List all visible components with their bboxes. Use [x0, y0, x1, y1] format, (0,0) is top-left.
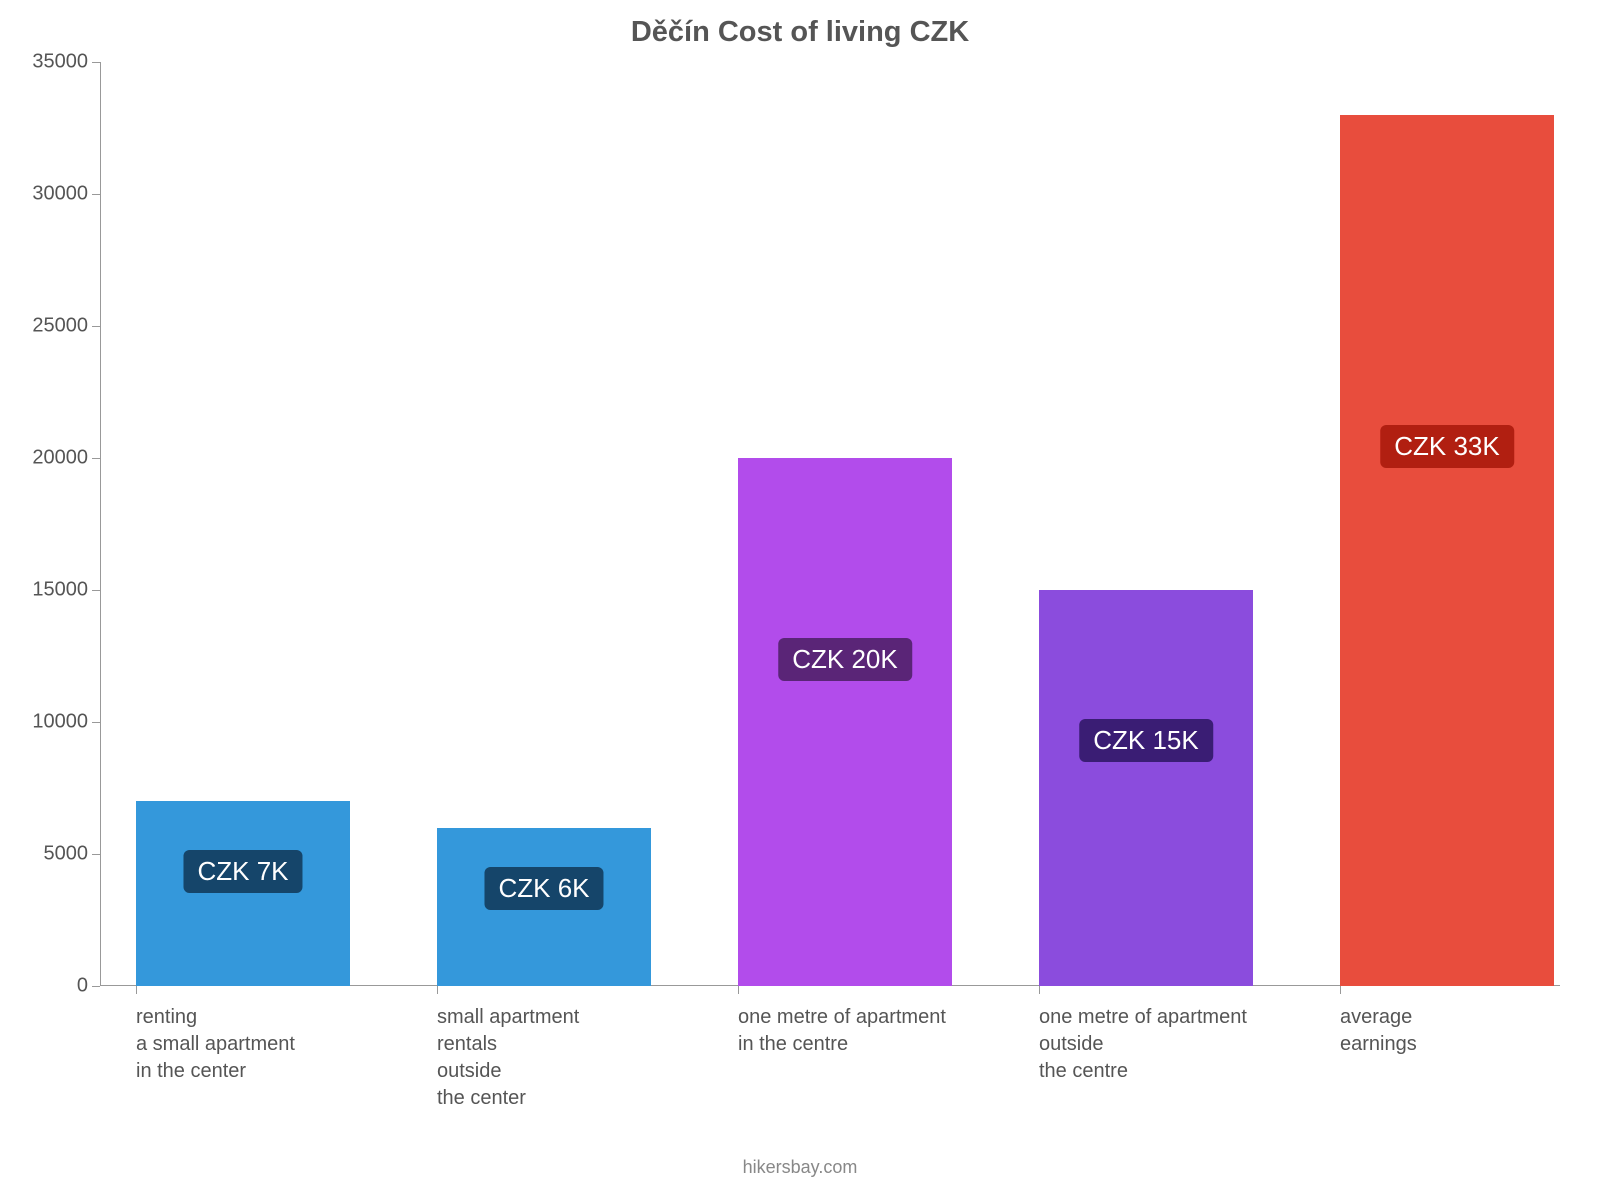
y-tick-label: 30000 — [32, 183, 88, 206]
y-tick-mark — [92, 986, 100, 987]
x-tick-mark — [136, 986, 137, 994]
y-tick-label: 20000 — [32, 447, 88, 470]
cost-of-living-chart: Děčín Cost of living CZK 050001000015000… — [0, 0, 1600, 1200]
value-badge: CZK 15K — [1079, 719, 1213, 762]
value-badge: CZK 20K — [778, 638, 912, 681]
value-badge: CZK 7K — [183, 850, 302, 893]
y-axis-line — [100, 62, 101, 986]
y-tick-mark — [92, 62, 100, 63]
x-tick-mark — [1340, 986, 1341, 994]
bar: CZK 20K — [738, 458, 952, 986]
x-category-label: one metre of apartment outside the centr… — [1039, 1004, 1247, 1085]
x-tick-mark — [1039, 986, 1040, 994]
y-tick-label: 10000 — [32, 711, 88, 734]
x-category-label: one metre of apartment in the centre — [738, 1004, 946, 1058]
bar: CZK 7K — [136, 801, 350, 986]
x-category-label: small apartment rentals outside the cent… — [437, 1004, 579, 1112]
bar: CZK 33K — [1340, 115, 1554, 986]
y-tick-label: 35000 — [32, 51, 88, 74]
x-category-label: renting a small apartment in the center — [136, 1004, 295, 1085]
chart-title: Děčín Cost of living CZK — [0, 16, 1600, 49]
y-tick-mark — [92, 458, 100, 459]
value-badge: CZK 33K — [1380, 425, 1514, 468]
y-tick-mark — [92, 854, 100, 855]
y-tick-mark — [92, 326, 100, 327]
bar: CZK 15K — [1039, 590, 1253, 986]
y-tick-label: 15000 — [32, 579, 88, 602]
x-tick-mark — [437, 986, 438, 994]
value-badge: CZK 6K — [484, 867, 603, 910]
y-tick-mark — [92, 194, 100, 195]
x-tick-mark — [738, 986, 739, 994]
plot-area: 05000100001500020000250003000035000CZK 7… — [100, 62, 1560, 986]
y-tick-label: 25000 — [32, 315, 88, 338]
bar: CZK 6K — [437, 828, 651, 986]
y-tick-mark — [92, 590, 100, 591]
y-tick-label: 0 — [77, 975, 88, 998]
y-tick-label: 5000 — [44, 843, 89, 866]
x-category-label: average earnings — [1340, 1004, 1417, 1058]
y-tick-mark — [92, 722, 100, 723]
chart-footer: hikersbay.com — [0, 1157, 1600, 1178]
